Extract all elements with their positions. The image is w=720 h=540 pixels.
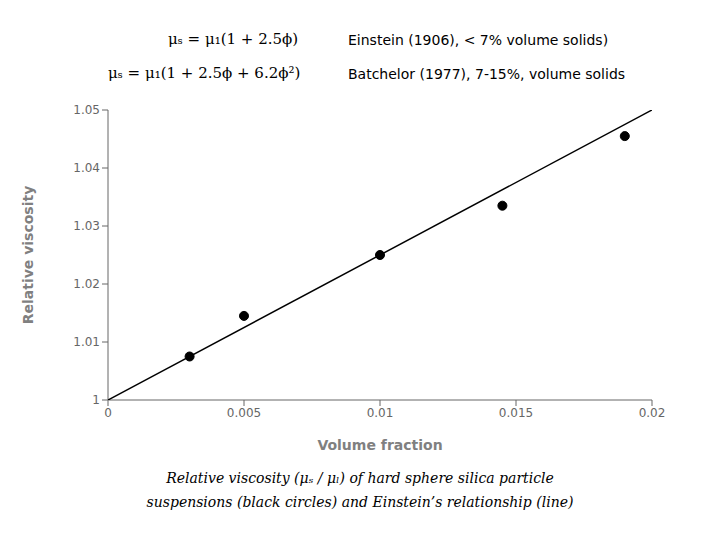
svg-text:0.015: 0.015 [499,406,533,420]
html-text:μₛ = μ₁(1 + 2.5ϕ + 6.2ϕ²): μₛ = μ₁(1 + 2.5ϕ + 6.2ϕ²) [108,64,301,82]
svg-text:1.04: 1.04 [73,161,100,175]
svg-text:1.05: 1.05 [73,103,100,117]
svg-text:1.01: 1.01 [73,335,100,349]
svg-text:0.005: 0.005 [227,406,261,420]
svg-text:1.02: 1.02 [73,277,100,291]
svg-text:1: 1 [92,393,100,407]
svg-text:Volume fraction: Volume fraction [317,437,442,453]
html-text:Einstein (1906), < 7% volume s: Einstein (1906), < 7% volume solids) [348,32,609,48]
svg-text:0.02: 0.02 [639,406,666,420]
svg-text:0.01: 0.01 [367,406,394,420]
html-text:suspensions (black circles) an: suspensions (black circles) and Einstein… [146,494,574,510]
svg-text:Relative viscosity: Relative viscosity [20,186,36,325]
html-text:μₛ = μ₁(1 + 2.5ϕ): μₛ = μ₁(1 + 2.5ϕ) [168,30,299,48]
svg-text:1.03: 1.03 [73,219,100,233]
html-text:Relative viscosity (μₛ / μₗ) o: Relative viscosity (μₛ / μₗ) of hard sph… [166,470,554,486]
svg-text:0: 0 [104,406,112,420]
html-text:Batchelor (1977), 7-15%, volum: Batchelor (1977), 7-15%, volume solids [348,66,626,82]
